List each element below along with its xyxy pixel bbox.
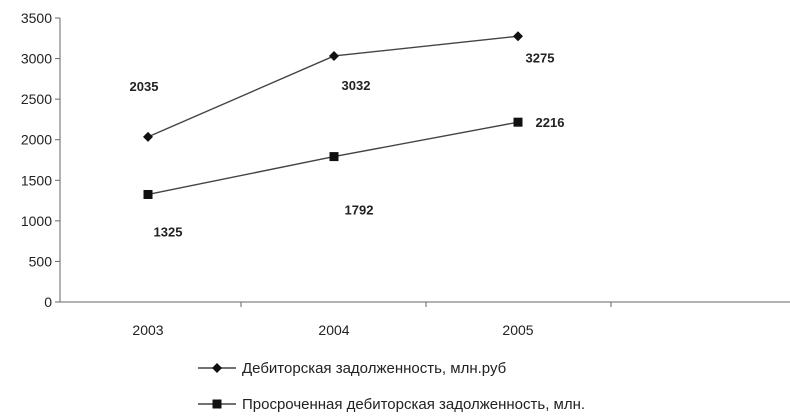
y-tick-label: 0 [44, 294, 52, 310]
series-line-1 [147, 35, 519, 138]
y-tick-label: 2000 [21, 132, 52, 148]
square-point [329, 152, 339, 162]
x-tick-label: 2003 [132, 322, 163, 338]
data-label: 1325 [154, 224, 183, 239]
legend-label: Дебиторская задолженность, млн.руб [242, 360, 506, 377]
diamond-point [329, 50, 339, 61]
y-tick-label: 2500 [21, 91, 52, 107]
y-tick-label: 1500 [21, 172, 52, 188]
y-tick-label: 3500 [21, 10, 52, 26]
legend-diamond-icon [212, 363, 222, 373]
y-tick-label: 3000 [21, 51, 52, 67]
x-axis-ticks: 2003 2004 2005 [132, 302, 612, 338]
data-labels: 2035 3032 3275 1325 1792 2216 [130, 50, 565, 239]
data-label: 3032 [342, 78, 371, 93]
diamond-point [143, 131, 153, 142]
y-tick-label: 1000 [21, 213, 52, 229]
diamond-point [513, 31, 523, 42]
chart-legend: Дебиторская задолженность, млн.руб Просро… [198, 360, 585, 413]
data-label: 1792 [345, 203, 374, 218]
data-label: 2216 [536, 115, 565, 130]
x-tick-label: 2004 [318, 322, 349, 338]
legend-label: Просроченная дебиторская задолженность, … [242, 396, 585, 413]
data-label: 3275 [526, 50, 555, 65]
y-axis-ticks: 0 500 1000 1500 2000 2500 3000 3500 [21, 10, 60, 310]
square-point [513, 117, 523, 127]
data-label: 2035 [130, 79, 159, 94]
chart-axes [59, 18, 790, 303]
legend-square-icon [212, 399, 222, 409]
x-tick-label: 2005 [502, 322, 533, 338]
y-tick-label: 500 [29, 253, 53, 269]
chart-series [143, 31, 523, 199]
square-point [143, 189, 153, 199]
